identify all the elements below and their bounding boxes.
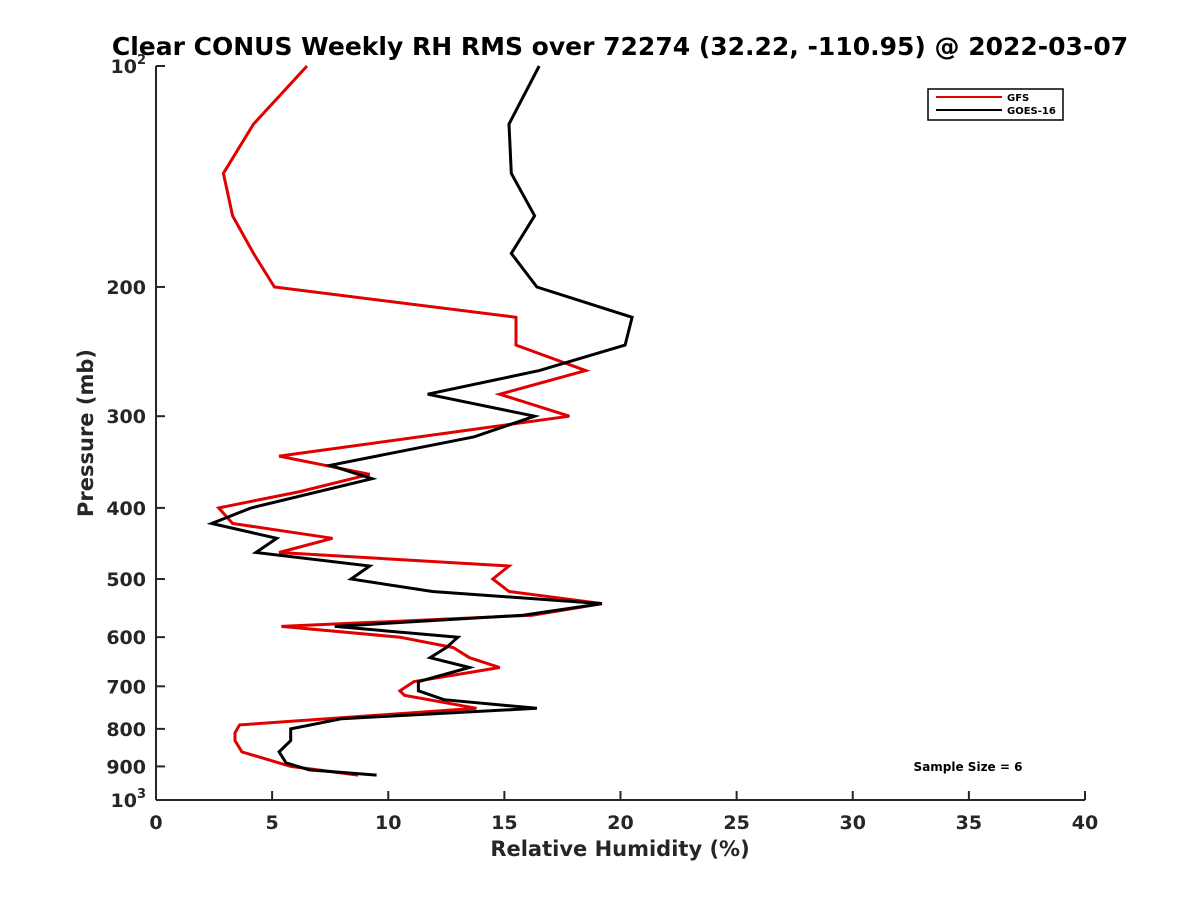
x-tick-label: 40 <box>1072 812 1098 834</box>
y-tick-label: 102 <box>111 53 147 78</box>
y-tick-exponent: 3 <box>137 787 146 802</box>
legend-box <box>927 88 1064 121</box>
y-tick-label: 500 <box>106 569 146 591</box>
x-tick-label: 20 <box>607 812 633 834</box>
x-tick-label: 35 <box>956 812 982 834</box>
series-lines <box>206 64 634 777</box>
x-axis-ticks: 0 5 10 15 20 25 30 35 40 <box>149 791 1098 834</box>
y-tick-label: 600 <box>106 627 146 649</box>
y-tick-label: 200 <box>106 277 146 299</box>
y-tick-base: 10 <box>111 56 137 78</box>
y-tick-base: 10 <box>111 790 137 812</box>
chart-title: Clear CONUS Weekly RH RMS over 72274 (32… <box>112 32 1128 61</box>
legend-label-gfs: GFS <box>1007 93 1029 104</box>
legend: GFS GOES-16 <box>927 88 1064 121</box>
y-tick-label: 800 <box>106 719 146 741</box>
x-tick-label: 10 <box>375 812 401 834</box>
x-axis-label: Relative Humidity (%) <box>490 837 749 861</box>
y-tick-label: 400 <box>106 498 146 520</box>
sample-size-annotation: Sample Size = 6 <box>914 760 1023 774</box>
legend-label-goes16: GOES-16 <box>1007 106 1056 117</box>
x-tick-label: 15 <box>491 812 517 834</box>
y-tick-label: 900 <box>106 756 146 778</box>
x-tick-label: 5 <box>266 812 279 834</box>
y-tick-exponent: 2 <box>137 53 146 68</box>
series-line-goes-16 <box>206 65 634 777</box>
series-line-gfs <box>215 64 603 777</box>
y-axis-label: Pressure (mb) <box>74 349 98 517</box>
y-tick-label: 103 <box>111 787 147 812</box>
x-tick-label: 25 <box>723 812 749 834</box>
plot-area <box>155 66 1085 801</box>
y-tick-label: 300 <box>106 406 146 428</box>
x-tick-label: 0 <box>149 812 162 834</box>
x-tick-label: 30 <box>840 812 866 834</box>
y-tick-label: 700 <box>106 676 146 698</box>
